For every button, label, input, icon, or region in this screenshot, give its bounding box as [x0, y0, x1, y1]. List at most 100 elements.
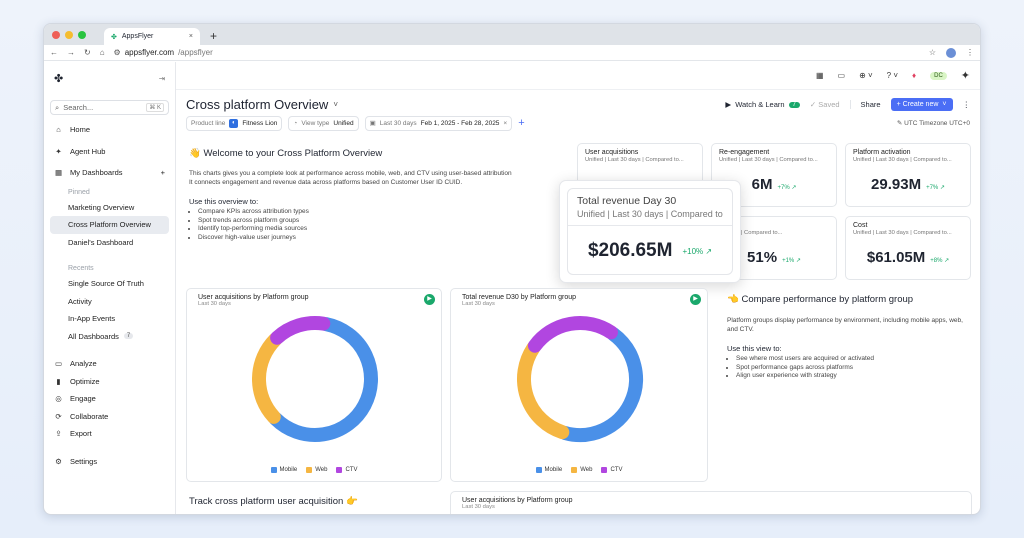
sidebar-item-daniels-dashboard[interactable]: Daniel's Dashboard — [68, 237, 134, 247]
donut-slice-mobile[interactable] — [268, 317, 378, 442]
fitness-lion-icon: ◐ — [229, 118, 239, 128]
notifications-icon[interactable]: ♦ — [912, 71, 917, 80]
donut-slice-mobile[interactable] — [557, 326, 643, 442]
messages-icon[interactable]: ▭ — [837, 71, 846, 80]
bookmark-star-icon[interactable]: ☆ — [928, 48, 936, 57]
legend-label: Mobile — [279, 467, 298, 473]
sidebar-item-label: Settings — [70, 456, 98, 466]
minimize-window-button[interactable] — [65, 31, 73, 39]
search-placeholder: Search... — [63, 103, 94, 112]
sidebar-item-settings[interactable]: ⚙ Settings — [50, 453, 169, 471]
maximize-window-button[interactable] — [78, 31, 86, 39]
help-icon[interactable]: ? ˅ — [886, 71, 899, 80]
kpi-total-revenue-popover[interactable]: Total revenue Day 30 Unified | Last 30 d… — [559, 180, 741, 283]
back-icon[interactable]: ← — [50, 48, 58, 57]
product-line-filter[interactable]: Product line ◐ Fitness Lion — [186, 115, 283, 131]
new-tab-button[interactable]: + — [210, 29, 218, 43]
date-filter[interactable]: ▣ Last 30 days Feb 1, 2025 - Feb 28, 202… — [364, 115, 513, 131]
legend-swatch — [270, 467, 277, 473]
globe-icon[interactable]: ⊕ ˅ — [859, 71, 873, 80]
ai-sparkle-icon[interactable]: ✦ — [960, 70, 970, 82]
kpi-title: Cost — [853, 222, 868, 229]
bar-chart-icon: ▮ — [56, 376, 61, 386]
filter-bar: Product line ◐ Fitness Lion ◔ View type … — [176, 112, 980, 134]
collapse-sidebar-icon[interactable]: ⇥ — [158, 73, 165, 83]
appsflyer-logo-icon[interactable]: ✤ — [54, 72, 64, 85]
appsflyer-favicon-icon: ✤ — [111, 33, 117, 41]
popover-value: $206.65M — [587, 240, 673, 261]
profile-icon[interactable] — [946, 47, 956, 58]
user-avatar[interactable]: DC — [930, 71, 947, 80]
kpi-title: User acquisitions — [585, 149, 639, 156]
sidebar-item-my-dashboards[interactable]: ▦ My Dashboards + — [50, 164, 169, 182]
kpi-subtitle: Unified | Last 30 days | Compared to... — [853, 230, 952, 236]
donut-slice-ctv[interactable] — [270, 316, 331, 345]
target-icon: ◎ — [55, 394, 62, 404]
legend-item-mobile[interactable]: Mobile — [535, 467, 562, 473]
legend-swatch — [571, 467, 578, 473]
kpi-platform-activation[interactable]: Platform activation Unified | Last 30 da… — [845, 143, 971, 207]
add-dashboard-icon[interactable]: + — [160, 168, 165, 178]
donut-slice-web[interactable] — [517, 341, 570, 440]
search-input[interactable]: ⌕ Search... ⌘ K — [50, 100, 169, 115]
home-browser-icon[interactable]: ⌂ — [99, 48, 105, 57]
create-new-button[interactable]: + Create new ˅ — [890, 98, 953, 111]
tab-strip: ✤ AppsFlyer × + — [44, 24, 980, 45]
legend-label: CTV — [610, 467, 623, 473]
sidebar-item-engage[interactable]: ◎ Engage — [50, 390, 169, 408]
kpi-subtitle: 30 days | Compared to... — [719, 230, 783, 236]
legend-item-mobile[interactable]: Mobile — [270, 467, 298, 473]
legend-item-ctv[interactable]: CTV — [336, 467, 357, 473]
saved-status: ✓ Saved — [809, 100, 840, 109]
sidebar-item-marketing-overview[interactable]: Marketing Overview — [68, 202, 135, 212]
more-menu-icon[interactable]: ⋮ — [962, 100, 971, 109]
share-button[interactable]: Share — [849, 100, 881, 109]
browser-menu-icon[interactable]: ⋮ — [966, 48, 974, 57]
sidebar-item-agent-hub[interactable]: ✦ Agent Hub — [50, 143, 169, 161]
sidebar-item-home[interactable]: ⌂ Home — [50, 121, 169, 139]
compare-description: Platform groups display performance by e… — [727, 317, 963, 333]
browser-tab[interactable]: ✤ AppsFlyer × — [104, 28, 200, 45]
sidebar-item-optimize[interactable]: ▮ Optimize — [50, 373, 169, 391]
browser-actions: ☆ ⋮ — [928, 47, 974, 58]
address-field[interactable]: ⚙ appsflyer.com/appsflyer — [114, 48, 213, 57]
timezone-setting[interactable]: ✎ UTC Timezone UTC+0 — [896, 120, 970, 127]
kpi-cost[interactable]: Cost Unified | Last 30 days | Compared t… — [845, 216, 971, 280]
sidebar-item-analyze[interactable]: ▭ Analyze — [50, 355, 169, 373]
view-type-filter[interactable]: ◔ View type Unified — [288, 115, 359, 131]
donut-slice-ctv[interactable] — [527, 316, 618, 353]
apps-grid-icon[interactable]: ▦ — [815, 71, 824, 80]
play-icon[interactable]: ▶ — [690, 294, 701, 305]
create-new-label: + Create new — [896, 101, 939, 108]
sidebar-item-all-dashboards[interactable]: All Dashboards 7 — [50, 328, 169, 346]
sidebar-item-cross-platform-overview[interactable]: Cross Platform Overview — [50, 216, 169, 234]
chevron-down-icon[interactable]: ˅ — [942, 101, 947, 108]
legend-item-ctv[interactable]: CTV — [601, 467, 622, 473]
watch-learn-button[interactable]: ▶ Watch & Learn 7 — [725, 100, 800, 109]
legend-item-web[interactable]: Web — [571, 467, 592, 473]
sidebar-item-in-app-events[interactable]: In-App Events — [68, 314, 116, 324]
clear-date-icon[interactable]: × — [503, 119, 508, 127]
kpi-value-row: 6M +7% ↗ — [719, 176, 829, 193]
reload-icon[interactable]: ↻ — [84, 48, 91, 57]
donut-chart-total-revenue — [517, 316, 643, 442]
sidebar-item-label: Optimize — [70, 376, 100, 386]
legend-item-web[interactable]: Web — [306, 467, 327, 473]
tab-close-icon[interactable]: × — [188, 33, 193, 40]
view-type-value: Unified — [333, 119, 354, 127]
donut-slice-web[interactable] — [252, 332, 283, 424]
chart-title: User acquisitions by Platform group — [462, 497, 573, 504]
add-filter-icon[interactable]: + — [518, 117, 525, 129]
sidebar-item-collaborate[interactable]: ⟳ Collaborate — [50, 408, 169, 426]
forward-icon[interactable]: → — [67, 48, 75, 57]
sidebar-item-single-source[interactable]: Single Source Of Truth — [68, 279, 144, 289]
watch-count-badge: 7 — [788, 101, 800, 108]
upload-icon: ⇪ — [55, 429, 62, 439]
page-title: Cross platform Overview — [186, 97, 329, 112]
title-dropdown-icon[interactable]: ˅ — [333, 100, 338, 109]
play-icon[interactable]: ▶ — [424, 294, 435, 305]
close-window-button[interactable] — [52, 31, 60, 39]
legend-swatch — [535, 467, 542, 473]
sidebar-item-activity[interactable]: Activity — [68, 296, 92, 306]
sidebar-item-export[interactable]: ⇪ Export — [50, 425, 169, 443]
